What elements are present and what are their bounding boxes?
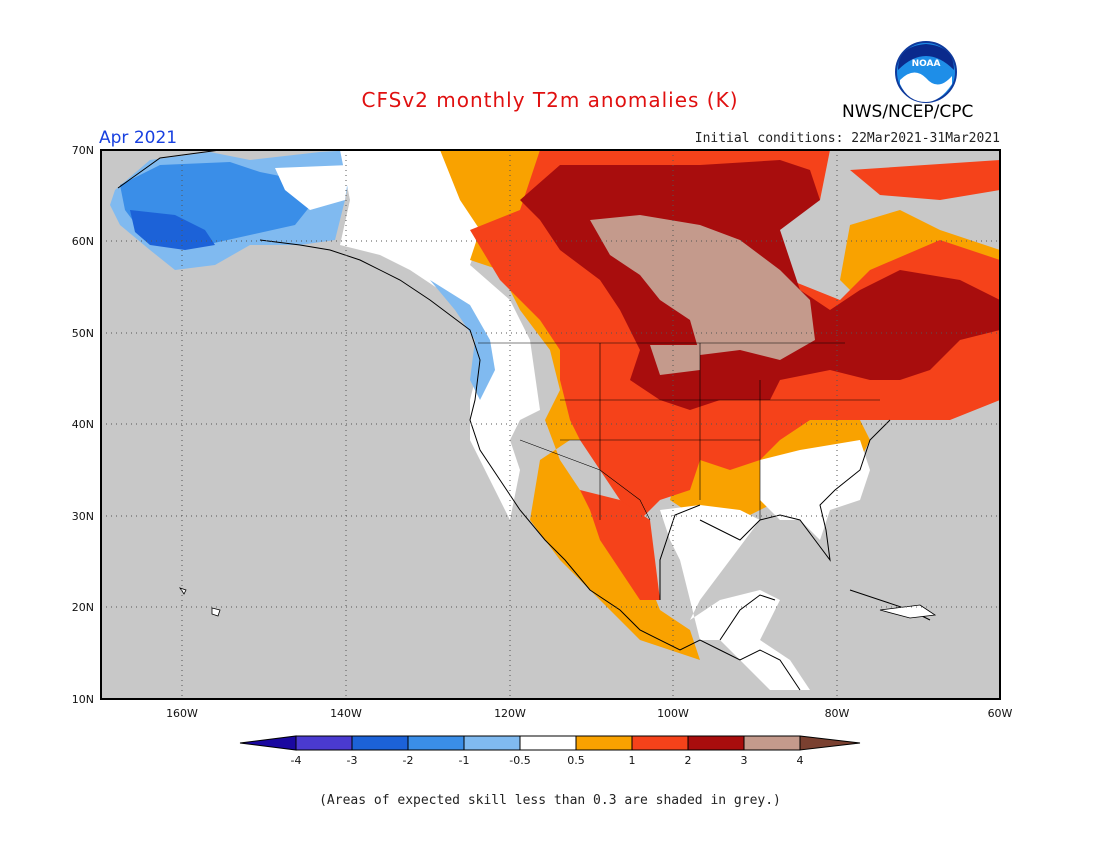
legend-bin — [463, 735, 521, 751]
logo-text: NOAA — [912, 59, 941, 69]
legend-bin — [631, 735, 689, 751]
coastlines — [117, 150, 931, 691]
lat-label-70: 70N — [72, 144, 94, 157]
lon-label-60w: 60W — [988, 707, 1013, 720]
lat-label-50: 50N — [72, 327, 94, 340]
gulf-white — [660, 505, 810, 690]
noaa-logo: NOAA — [895, 41, 957, 103]
lat-tick-labels: 70N 60N 50N 40N 30N 20N 10N — [72, 144, 94, 706]
lon-label-140w: 140W — [330, 707, 362, 720]
legend-bin — [575, 735, 633, 751]
lat-label-30: 30N — [72, 510, 94, 523]
legend-tick-label: -3 — [347, 754, 358, 767]
legend-tick-label: 2 — [685, 754, 692, 767]
color-legend: -4 -3 -2 -1 -0.5 0.5 1 2 3 4 — [239, 735, 861, 767]
agency-label: NWS/NCEP/CPC — [842, 102, 974, 122]
lat-label-60: 60N — [72, 235, 94, 248]
legend-tick-label: 3 — [741, 754, 748, 767]
lat-label-10: 10N — [72, 693, 94, 706]
southeast-white — [760, 440, 870, 540]
lon-tick-labels: 160W 140W 120W 100W 80W 60W — [166, 707, 1012, 720]
legend-bin — [687, 735, 745, 751]
hudson-bay-warmest — [590, 215, 815, 360]
initial-conditions: Initial conditions: 22Mar2021-31Mar2021 — [694, 131, 1000, 146]
legend-bin — [743, 735, 801, 751]
lon-label-120w: 120W — [494, 707, 526, 720]
skill-footnote: (Areas of expected skill less than 0.3 a… — [319, 793, 781, 808]
lon-label-100w: 100W — [657, 707, 689, 720]
legend-bin — [519, 735, 577, 751]
lon-label-80w: 80W — [825, 707, 850, 720]
valid-period: Apr 2021 — [99, 128, 178, 148]
legend-tick-label: 1 — [629, 754, 636, 767]
alaska-core-negative — [130, 210, 215, 250]
alaska-white — [275, 165, 350, 210]
legend-bin — [351, 735, 409, 751]
legend-arrow-low — [239, 735, 297, 751]
northeast-canada-red — [850, 160, 1000, 200]
legend-arrow-high — [799, 735, 861, 751]
lat-label-40: 40N — [72, 418, 94, 431]
west-canada-white — [340, 150, 540, 520]
lat-label-20: 20N — [72, 601, 94, 614]
legend-tick-label: -0.5 — [509, 754, 530, 767]
map-title: CFSv2 monthly T2m anomalies (K) — [361, 88, 739, 112]
legend-tick-label: 4 — [797, 754, 804, 767]
legend-tick-label: -4 — [291, 754, 302, 767]
legend-tick-label: 0.5 — [567, 754, 585, 767]
legend-bin — [407, 735, 465, 751]
legend-tick-label: -1 — [459, 754, 470, 767]
borders — [478, 342, 880, 521]
midwest-warmest — [650, 345, 700, 375]
legend-bin — [295, 735, 353, 751]
lon-label-160w: 160W — [166, 707, 198, 720]
legend-tick-label: -2 — [403, 754, 414, 767]
map-frame — [100, 149, 1001, 700]
